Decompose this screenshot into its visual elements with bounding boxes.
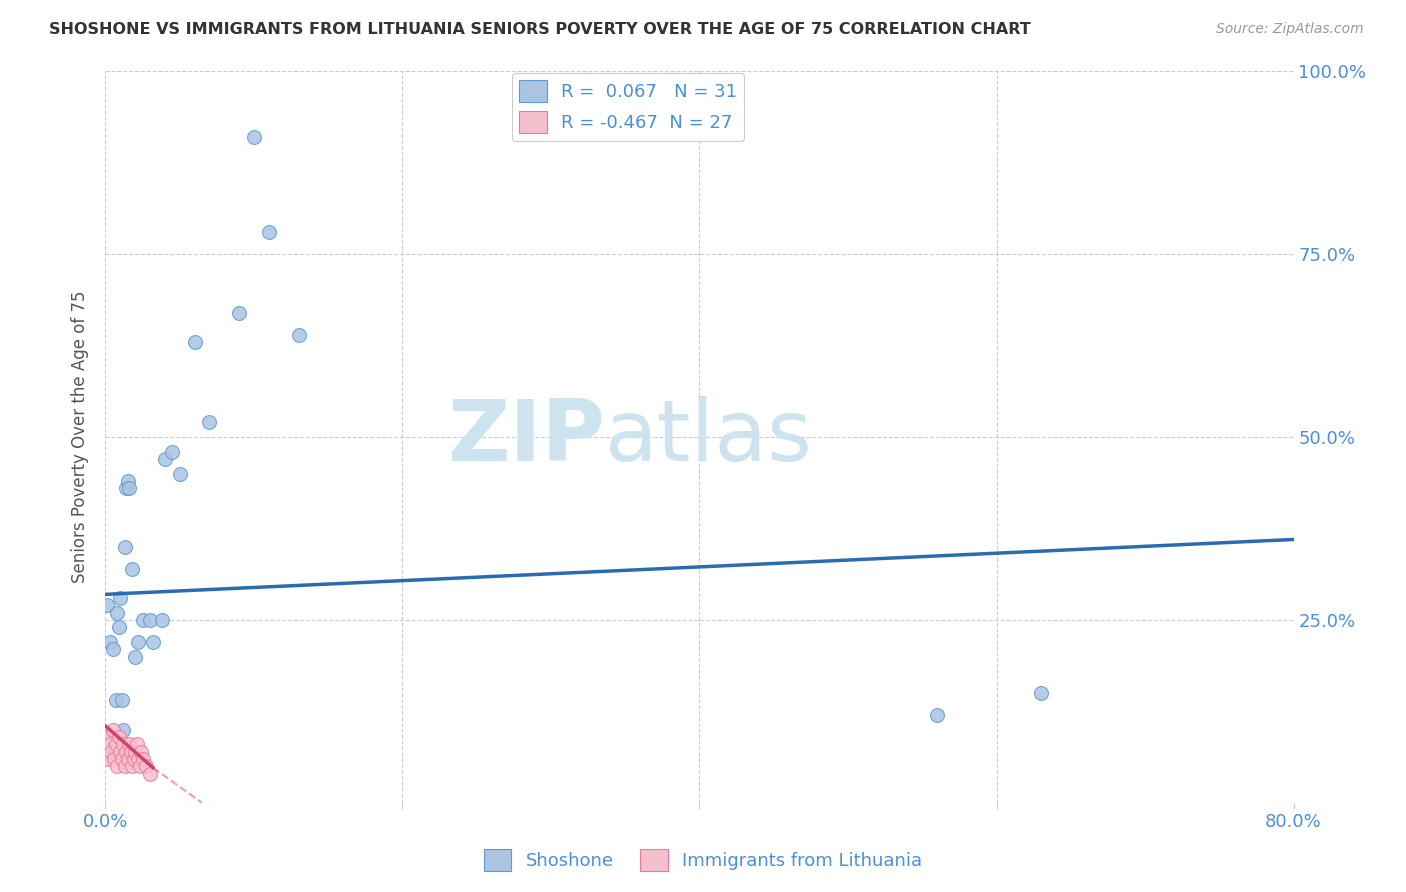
Point — [139, 766, 162, 780]
Point — [96, 730, 118, 744]
Point — [118, 481, 141, 495]
Point — [120, 745, 142, 759]
Legend: Shoshone, Immigrants from Lithuania: Shoshone, Immigrants from Lithuania — [477, 842, 929, 879]
Point — [110, 745, 132, 759]
Point — [117, 474, 139, 488]
Point — [101, 723, 124, 737]
Point — [150, 613, 173, 627]
Point — [122, 752, 145, 766]
Point — [198, 416, 221, 430]
Point — [115, 481, 138, 495]
Point — [287, 327, 309, 342]
Point — [121, 562, 143, 576]
Point — [115, 745, 138, 759]
Text: SHOSHONE VS IMMIGRANTS FROM LITHUANIA SENIORS POVERTY OVER THE AGE OF 75 CORRELA: SHOSHONE VS IMMIGRANTS FROM LITHUANIA SE… — [49, 22, 1031, 37]
Point — [111, 693, 134, 707]
Point — [112, 723, 135, 737]
Point — [183, 334, 205, 349]
Point — [169, 467, 191, 481]
Point — [131, 752, 153, 766]
Point — [927, 708, 949, 723]
Point — [100, 745, 122, 759]
Point — [1029, 686, 1052, 700]
Legend: R =  0.067   N = 31, R = -0.467  N = 27: R = 0.067 N = 31, R = -0.467 N = 27 — [512, 73, 744, 141]
Point — [153, 452, 176, 467]
Point — [127, 752, 149, 766]
Y-axis label: Seniors Poverty Over the Age of 75: Seniors Poverty Over the Age of 75 — [72, 291, 90, 583]
Point — [112, 737, 135, 751]
Text: atlas: atlas — [605, 395, 813, 479]
Point — [110, 591, 132, 605]
Point — [105, 606, 128, 620]
Point — [118, 737, 141, 751]
Point — [101, 642, 124, 657]
Point — [108, 620, 131, 634]
Point — [121, 759, 143, 773]
Point — [104, 693, 127, 707]
Point — [135, 759, 157, 773]
Point — [257, 225, 280, 239]
Point — [228, 306, 250, 320]
Point — [96, 599, 118, 613]
Point — [114, 540, 136, 554]
Point — [243, 130, 266, 145]
Point — [162, 444, 184, 458]
Point — [98, 635, 121, 649]
Point — [111, 752, 134, 766]
Point — [114, 759, 136, 773]
Text: ZIP: ZIP — [447, 395, 605, 479]
Point — [117, 752, 139, 766]
Point — [104, 737, 127, 751]
Point — [127, 635, 149, 649]
Point — [105, 759, 128, 773]
Point — [125, 737, 148, 751]
Point — [97, 752, 120, 766]
Point — [98, 737, 121, 751]
Point — [139, 613, 162, 627]
Point — [124, 649, 146, 664]
Point — [142, 635, 165, 649]
Point — [108, 730, 131, 744]
Point — [124, 745, 146, 759]
Point — [103, 752, 125, 766]
Point — [128, 759, 150, 773]
Text: Source: ZipAtlas.com: Source: ZipAtlas.com — [1216, 22, 1364, 37]
Point — [129, 745, 152, 759]
Point — [131, 613, 153, 627]
